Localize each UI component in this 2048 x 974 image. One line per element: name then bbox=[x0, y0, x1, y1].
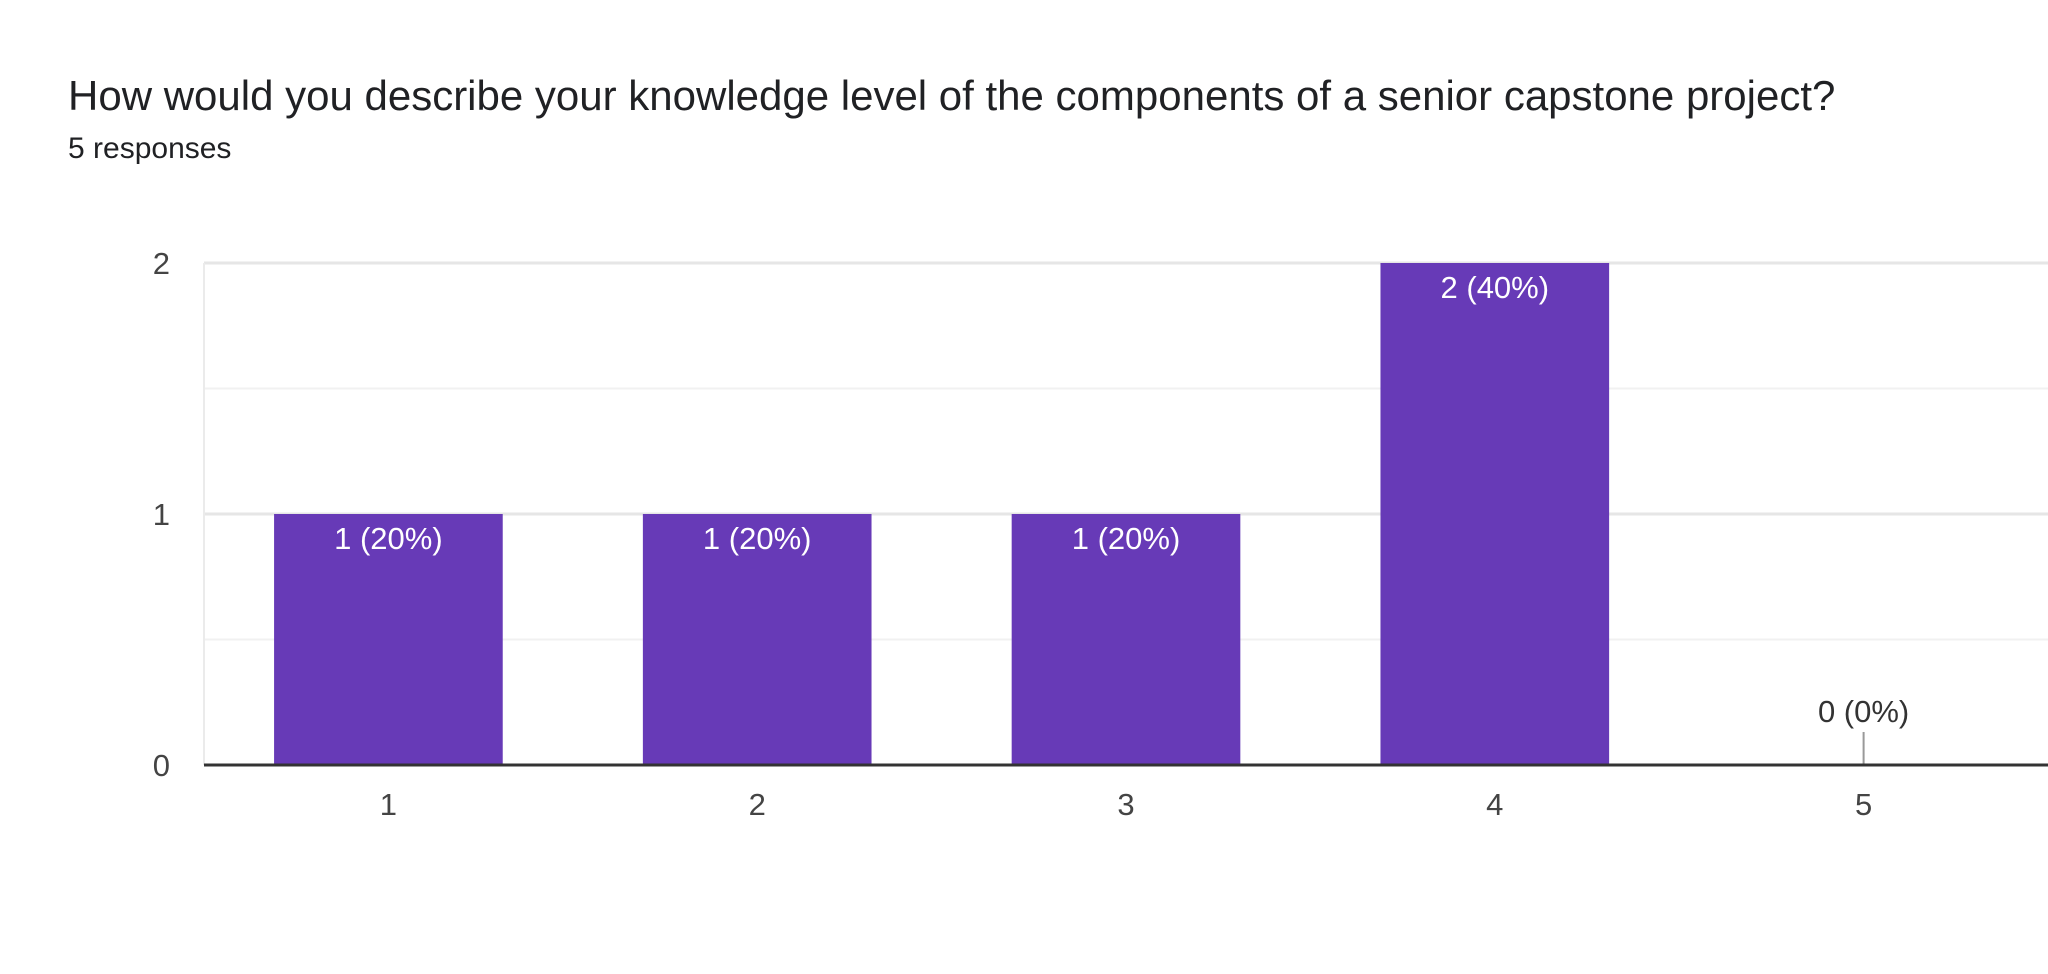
bar bbox=[274, 514, 503, 765]
bar bbox=[642, 514, 872, 765]
data-label: 1 (20%) bbox=[1072, 521, 1181, 556]
bar bbox=[1380, 263, 1610, 765]
chart-header: How would you describe your knowledge le… bbox=[68, 68, 2028, 168]
data-label: 0 (0%) bbox=[1818, 694, 1909, 729]
x-tick-label: 3 bbox=[1117, 787, 1134, 822]
response-count: 5 responses bbox=[68, 132, 232, 165]
x-tick-label: 5 bbox=[1855, 787, 1872, 822]
x-tick-label: 2 bbox=[749, 787, 766, 822]
y-tick-label: 2 bbox=[153, 246, 170, 281]
data-label: 2 (40%) bbox=[1441, 270, 1550, 305]
bar bbox=[1011, 514, 1241, 765]
y-tick-label: 0 bbox=[153, 748, 170, 783]
x-tick-label: 4 bbox=[1486, 787, 1503, 822]
x-tick-label: 1 bbox=[380, 787, 397, 822]
y-tick-label: 1 bbox=[153, 497, 170, 532]
data-label: 1 (20%) bbox=[334, 521, 443, 556]
data-label: 1 (20%) bbox=[703, 521, 812, 556]
question-title: How would you describe your knowledge le… bbox=[68, 72, 1836, 119]
